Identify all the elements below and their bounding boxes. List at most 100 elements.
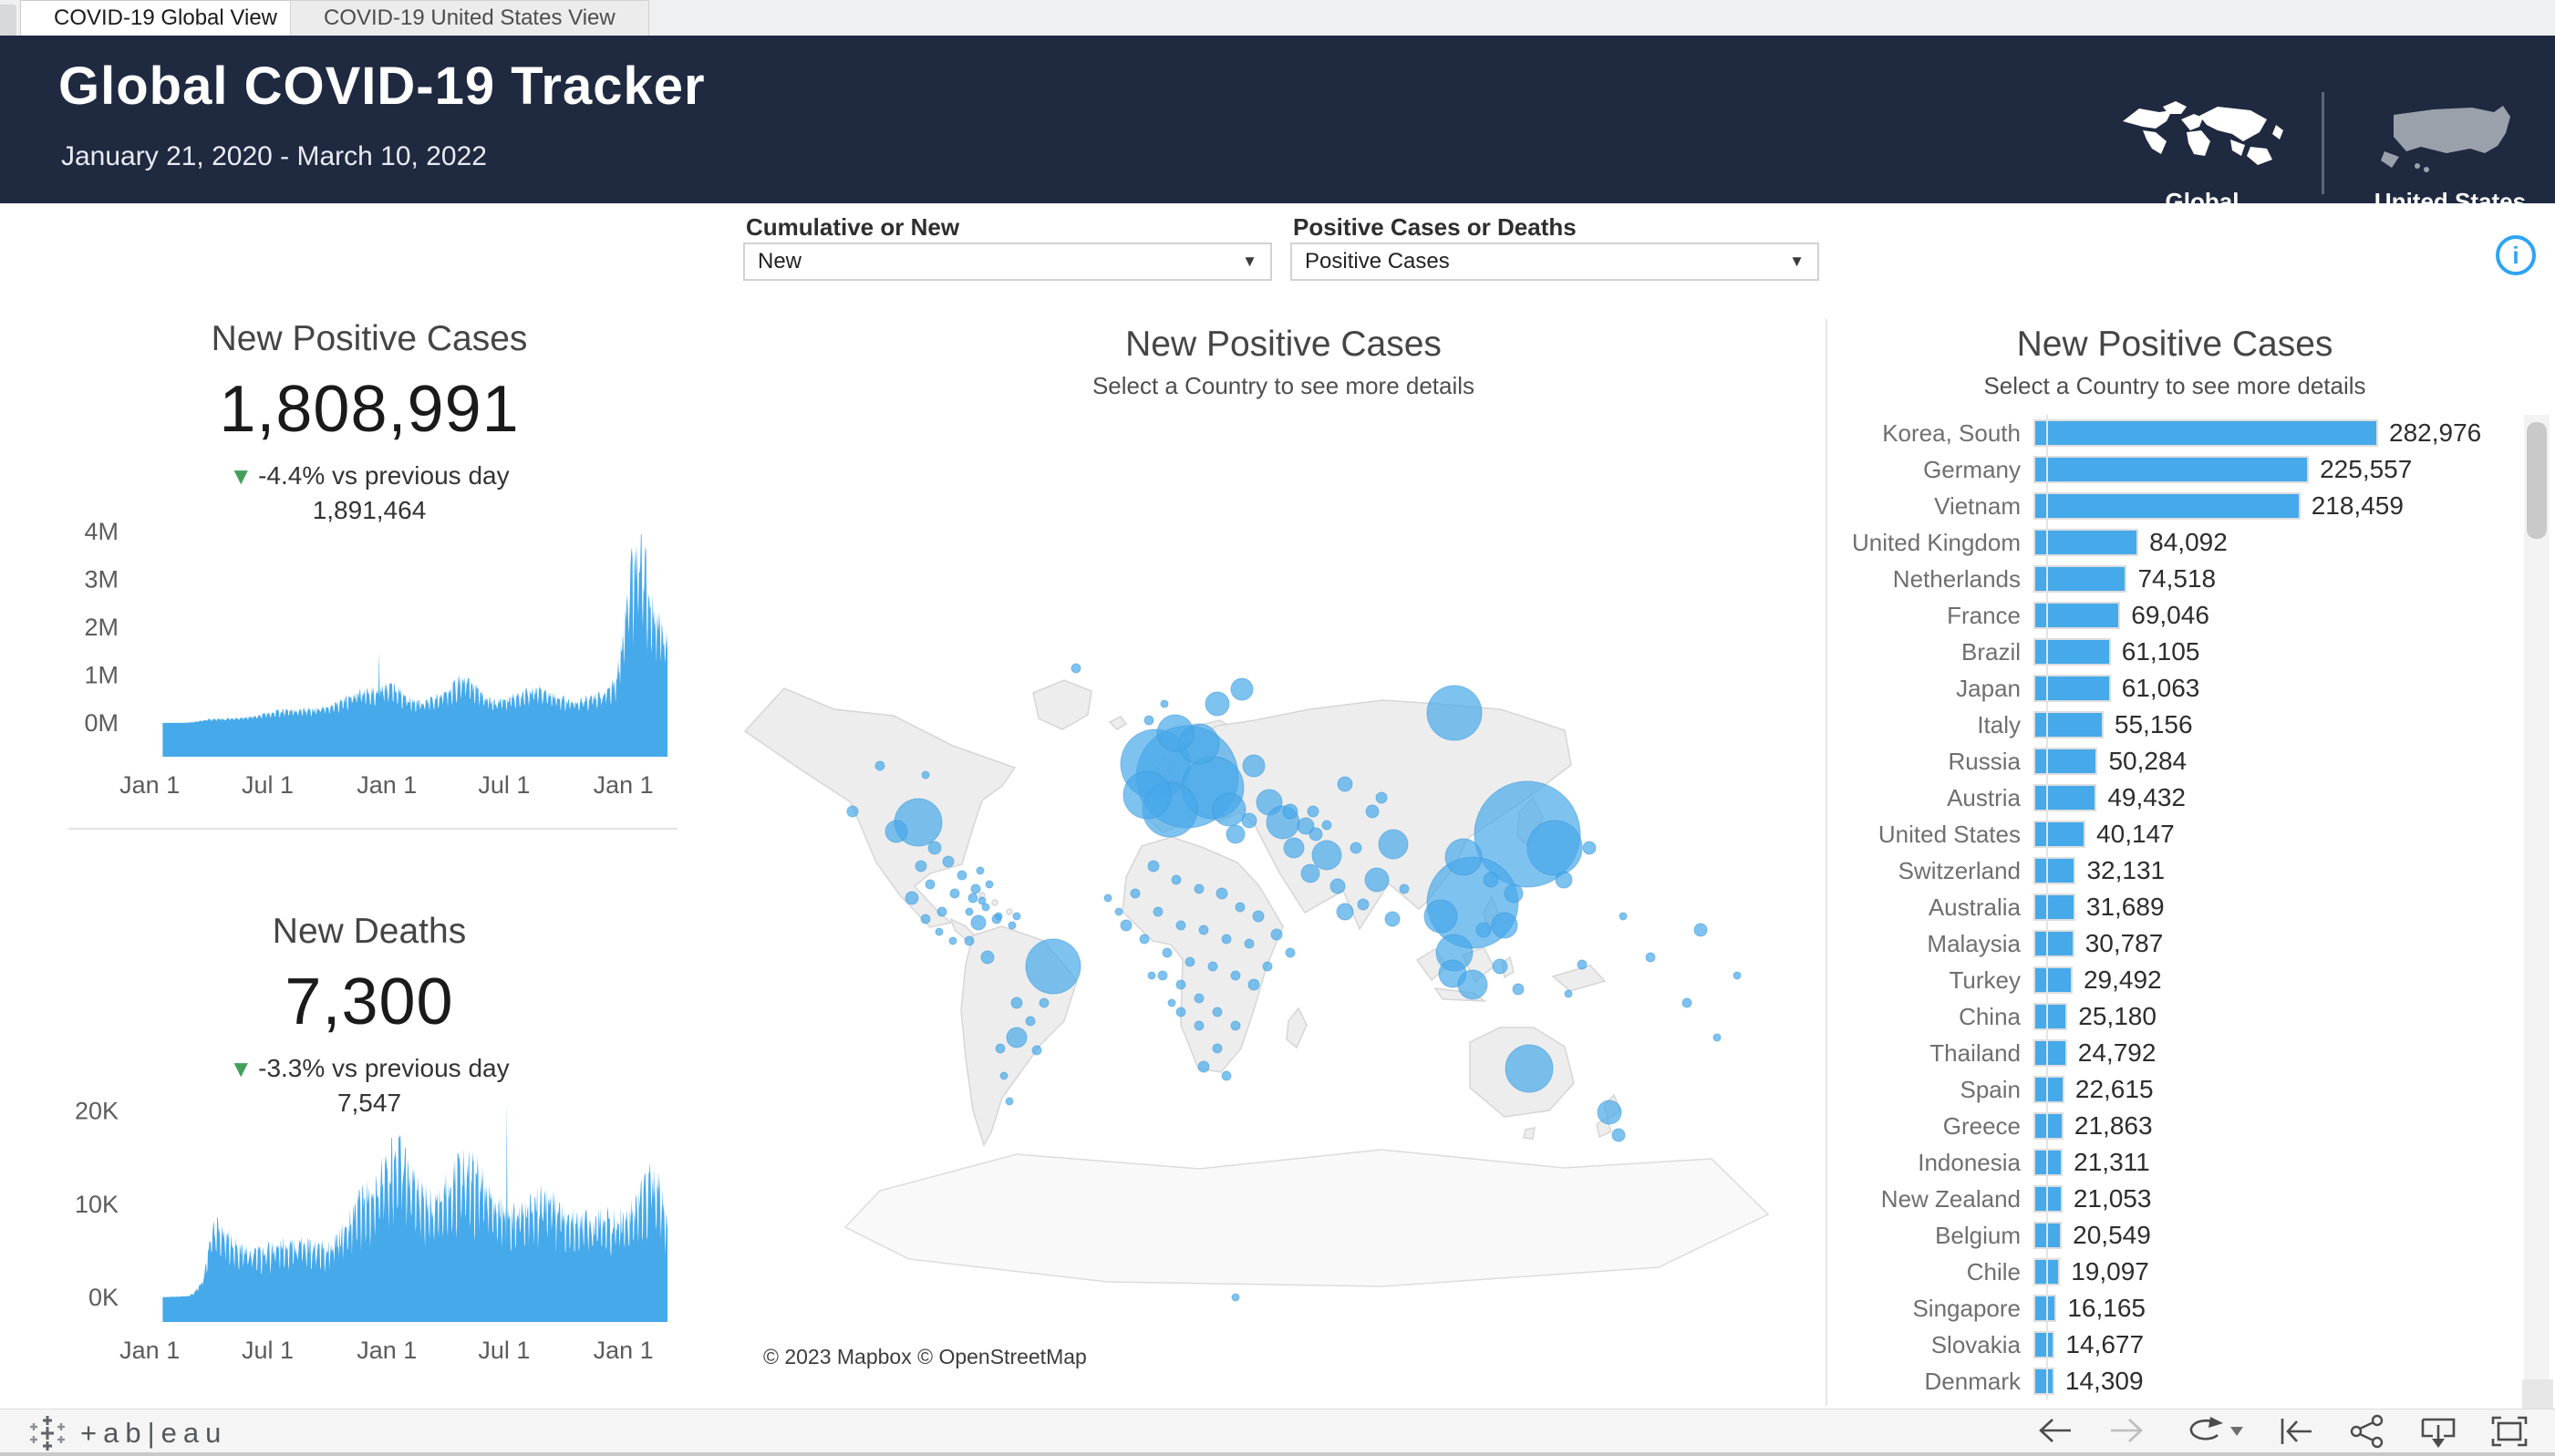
country-bubble-mark[interactable] [1555,871,1573,889]
country-bubble-mark[interactable] [995,1043,1006,1054]
country-bubble-mark[interactable] [999,1071,1009,1080]
country-bubble-mark[interactable] [1120,919,1133,932]
country-bubble-mark[interactable] [1198,924,1209,935]
country-bubble-mark[interactable] [935,927,944,936]
country-bubble-mark[interactable] [1226,824,1246,844]
share-button[interactable] [2345,1411,2389,1451]
country-bubble-mark[interactable] [1262,961,1273,972]
country-bubble-mark[interactable] [927,841,942,855]
country-bubble-mark[interactable] [1006,1027,1028,1048]
country-bubble-mark[interactable] [1194,1020,1205,1031]
tab-global-view[interactable]: COVID-19 Global View [20,0,311,36]
daily-new-cases-area[interactable] [162,533,667,757]
country-bubble-mark[interactable] [1526,820,1583,876]
country-bubble-mark[interactable] [1157,970,1168,981]
country-bubble-mark[interactable] [1167,998,1176,1007]
country-bar[interactable] [2033,492,2301,520]
country-bubble-mark[interactable] [1039,997,1050,1008]
nav-global-button[interactable]: Global [2111,94,2293,216]
country-bubble-mark[interactable] [1071,663,1081,674]
country-bubble-mark[interactable] [1311,840,1342,871]
country-bubble-mark[interactable] [1512,983,1525,996]
country-bubble-mark[interactable] [948,936,957,945]
country-bubble-mark[interactable] [920,914,931,924]
country-bubble-mark[interactable] [970,883,981,894]
country-bubble-mark[interactable] [1212,1007,1223,1017]
country-bubble-mark[interactable] [1329,878,1346,894]
country-row[interactable]: Korea, South 282,976 [1828,415,2521,451]
map-attribution-links[interactable]: © 2023 Mapbox © OpenStreetMap [756,1343,1094,1371]
country-bubble-mark[interactable] [1171,874,1182,885]
country-row[interactable]: Russia 50,284 [1828,743,2521,780]
country-bubble-mark[interactable] [1399,883,1410,894]
country-bubble-mark[interactable] [942,855,955,868]
country-bubble-mark[interactable] [1103,893,1112,903]
country-bubble-mark[interactable] [1114,907,1123,916]
country-bubble-mark[interactable] [1350,842,1362,854]
tab-scroll-stub[interactable] [0,5,16,36]
country-bubble-mark[interactable] [884,820,908,843]
revert-button[interactable] [2274,1411,2318,1451]
country-row[interactable]: Turkey 29,492 [1828,962,2521,998]
country-bar[interactable] [2033,711,2104,738]
country-bar[interactable] [2033,930,2074,957]
country-bubble-mark[interactable] [1244,938,1255,949]
country-bubble-mark[interactable] [1025,938,1081,995]
country-bar[interactable] [2033,565,2127,593]
country-bubble-mark[interactable] [1197,1060,1210,1073]
country-bubble-mark[interactable] [1139,934,1150,945]
country-bubble-mark[interactable] [1130,888,1141,899]
country-bubble-mark[interactable] [1375,791,1388,804]
country-bubble-mark[interactable] [874,760,885,771]
country-bubble-mark[interactable] [1309,827,1323,842]
country-bubble-mark[interactable] [976,866,985,875]
country-row[interactable]: Switzerland 32,131 [1828,852,2521,889]
country-row[interactable]: United Kingdom 84,092 [1828,524,2521,561]
country-row[interactable]: Thailand 24,792 [1828,1035,2521,1071]
case-bubble-marks[interactable] [846,663,1742,1302]
country-bubble-mark[interactable] [1285,947,1296,958]
country-bubble-mark[interactable] [1247,978,1260,991]
country-bubble-mark[interactable] [1475,922,1492,938]
country-bubble-mark[interactable] [1156,714,1195,752]
country-row[interactable]: Malaysia 30,787 [1828,925,2521,962]
country-bubble-mark[interactable] [1122,770,1172,820]
country-bar[interactable] [2033,529,2139,556]
country-bubble-mark[interactable] [1364,867,1390,893]
country-bubble-mark[interactable] [949,888,960,899]
replay-button[interactable] [2176,1411,2247,1451]
redo-button[interactable] [2105,1411,2148,1451]
country-bar[interactable] [2033,784,2097,811]
country-bubble-mark[interactable] [978,896,987,905]
country-bar[interactable] [2033,1331,2055,1358]
country-bubble-mark[interactable] [1504,883,1524,904]
country-bar[interactable] [2033,419,2378,447]
country-row[interactable]: Denmark 14,309 [1828,1363,2521,1399]
country-bubble-mark[interactable] [967,893,978,904]
country-bubble-mark[interactable] [1215,887,1228,900]
cases-trend-chart[interactable]: 0M 1M 2M 3M 4M Jan 1 Jul 1 Jan 1 Jul 1 Jan 1 [55,515,684,807]
country-row[interactable]: Spain 22,615 [1828,1071,2521,1108]
country-row[interactable]: Belgium 20,549 [1828,1217,2521,1254]
nav-united-states-button[interactable]: United States [2364,94,2537,216]
country-bubble-mark[interactable] [1282,803,1298,820]
country-bubble-mark[interactable] [1008,921,1017,930]
country-bubble-mark[interactable] [1230,970,1241,981]
country-bar[interactable] [2033,675,2111,702]
tab-us-view[interactable]: COVID-19 United States View [290,0,649,36]
country-row[interactable]: Austria 49,432 [1828,780,2521,816]
country-bubble-mark[interactable] [1357,898,1370,911]
filter-measure-dropdown[interactable]: Positive Cases ▼ [1290,243,1819,281]
download-button[interactable] [2416,1411,2460,1451]
country-bubble-mark[interactable] [1505,1044,1554,1093]
country-bubble-mark[interactable] [1300,863,1320,883]
country-row[interactable]: Netherlands 74,518 [1828,561,2521,597]
country-bubble-mark[interactable] [1147,860,1160,873]
country-bubble-mark[interactable] [1483,872,1499,888]
country-bubble-mark[interactable] [1577,959,1588,970]
country-bubble-mark[interactable] [1693,923,1708,937]
country-bubble-mark[interactable] [1492,958,1508,975]
country-bubble-mark[interactable] [985,880,994,889]
country-bubble-mark[interactable] [1645,952,1656,963]
country-bubble-mark[interactable] [1337,776,1353,792]
